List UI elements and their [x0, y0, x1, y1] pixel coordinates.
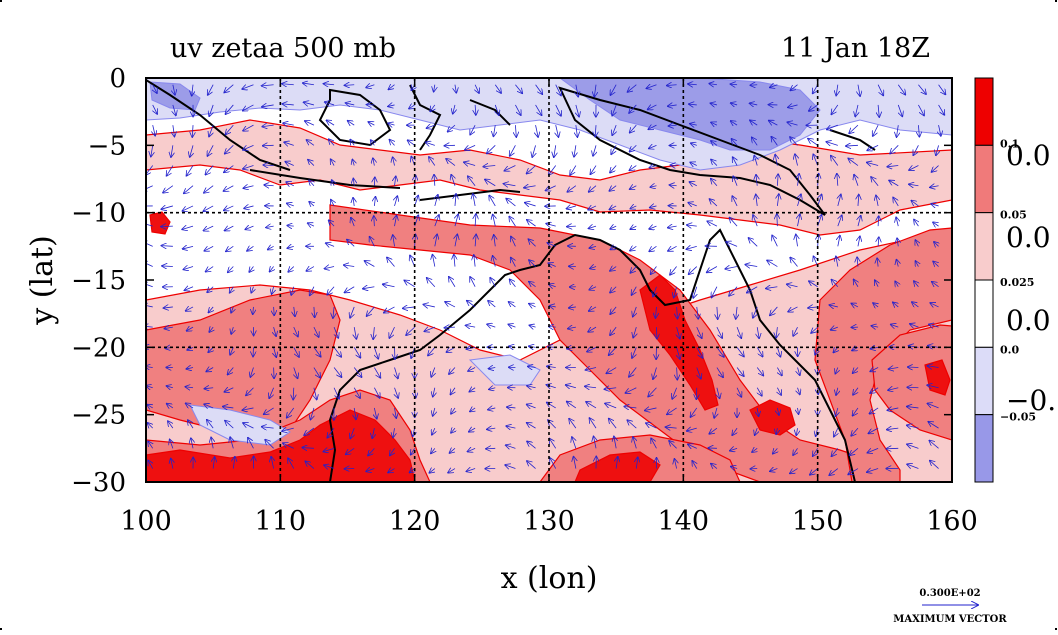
- x-tick-label: 100: [120, 506, 172, 537]
- colorbar-segment: [975, 280, 993, 347]
- wind-vector: [374, 178, 375, 186]
- colorbar-large-label: −0.: [1006, 384, 1056, 417]
- wind-vector: [777, 214, 778, 226]
- wind-vector: [567, 226, 576, 227]
- colorbar-segment: [975, 415, 993, 482]
- chart-subtitle: 11 Jan 18Z: [781, 33, 930, 64]
- colorbar-large-label: 0.0: [1006, 221, 1051, 254]
- vector-key-value: 0.300E+02: [919, 588, 980, 599]
- colorbar-level-label: 0.025: [1000, 276, 1034, 289]
- y-tick-label: −15: [71, 266, 126, 296]
- y-axis-label: y (lat): [25, 235, 60, 325]
- plot-area: [141, 78, 952, 482]
- colorbar-segment: [975, 145, 993, 212]
- y-tick-label: −5: [88, 131, 126, 161]
- y-tick-label: −30: [71, 468, 126, 498]
- chart-title: uv zetaa 500 mb: [170, 33, 396, 64]
- x-tick-label: 140: [658, 506, 710, 537]
- x-tick-label: 160: [926, 506, 978, 537]
- wind-vector: [878, 216, 879, 226]
- colorbar-large-label: 0.0: [1006, 304, 1051, 337]
- y-tick-label: 0: [109, 64, 126, 94]
- vector-key: 0.300E+02 MAXIMUM VECTOR: [893, 588, 1007, 625]
- x-tick-label: 110: [255, 506, 307, 537]
- colorbar-segment: [975, 213, 993, 280]
- colorbar-level-label: 0.05: [1000, 209, 1027, 222]
- y-tick-label: −20: [71, 333, 126, 363]
- colorbar-level-label: 0.0: [1000, 343, 1019, 356]
- y-tick-label: −25: [71, 401, 126, 431]
- y-tick-label: −10: [71, 199, 126, 229]
- colorbar-large-label: 0.0: [1006, 139, 1051, 172]
- wind-vector: [264, 165, 274, 166]
- colorbar-segment: [975, 347, 993, 414]
- x-tick-label: 120: [389, 506, 441, 537]
- x-tick-label: 150: [792, 506, 844, 537]
- colorbar-segment: [975, 78, 993, 145]
- wind-vector: [274, 307, 275, 315]
- wind-vector: [751, 85, 758, 86]
- vector-key-label: MAXIMUM VECTOR: [893, 614, 1007, 625]
- wind-vector: [161, 226, 173, 227]
- wind-vector: [486, 448, 495, 449]
- x-axis-label: x (lon): [501, 561, 598, 596]
- x-tick-label: 130: [523, 506, 575, 537]
